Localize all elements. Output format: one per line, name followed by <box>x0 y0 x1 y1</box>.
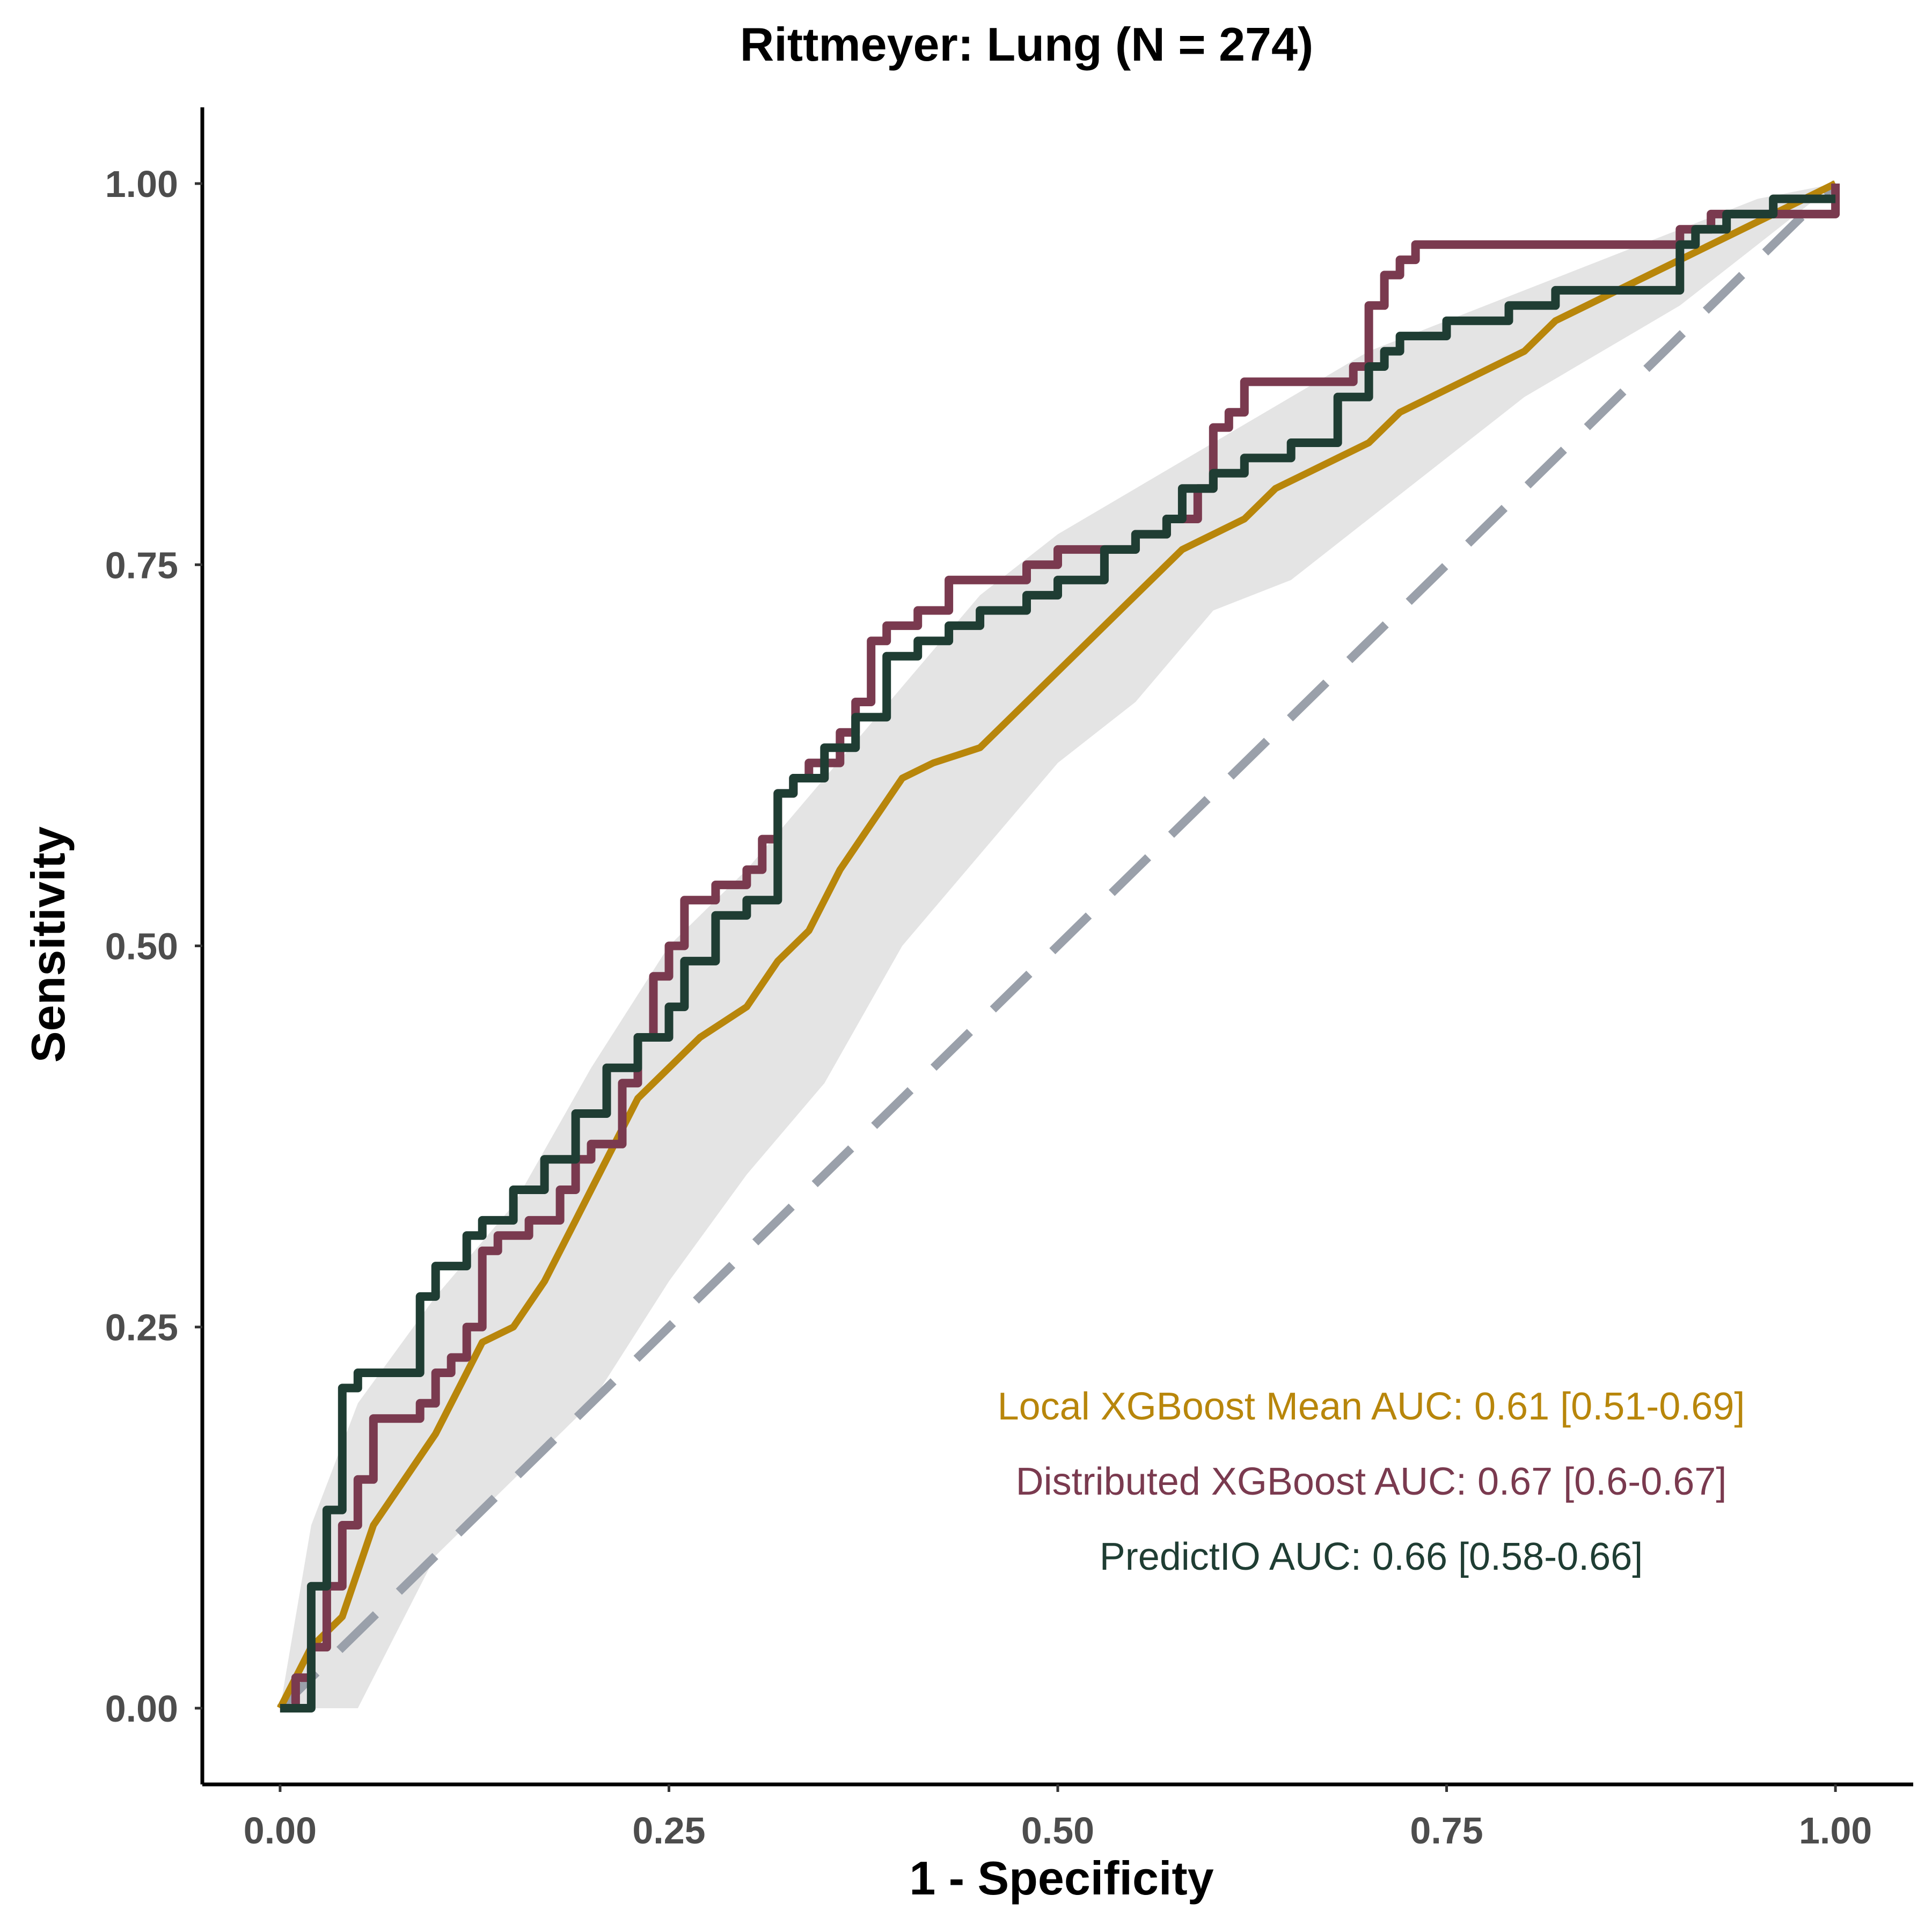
x-tick-label: 0.75 <box>1410 1810 1483 1851</box>
y-tick-label: 1.00 <box>105 163 178 205</box>
x-tick-label: 1.00 <box>1799 1810 1872 1851</box>
legend-entry-local-xgboost: Local XGBoost Mean AUC: 0.61 [0.51-0.69] <box>998 1385 1745 1428</box>
x-ticks: 0.00 0.25 0.50 0.75 1.00 <box>244 1784 1872 1851</box>
x-tick-label: 0.25 <box>632 1810 705 1851</box>
legend-entry-predictio: PredictIO AUC: 0.66 [0.58-0.66] <box>1100 1535 1643 1578</box>
predictio-curve <box>280 194 1836 1713</box>
y-tick-label: 0.50 <box>105 926 178 968</box>
legend-entry-distributed-xgboost: Distributed XGBoost AUC: 0.67 [0.6-0.67] <box>1016 1460 1727 1503</box>
y-ticks: 0.00 0.25 0.50 0.75 1.00 <box>105 163 202 1730</box>
roc-curves-layer <box>277 180 1840 1713</box>
reference-line-layer <box>277 180 1839 1711</box>
legend: Local XGBoost Mean AUC: 0.61 [0.51-0.69]… <box>998 1385 1745 1578</box>
x-tick-label: 0.00 <box>244 1810 317 1851</box>
x-tick-label: 0.50 <box>1021 1810 1094 1851</box>
y-tick-label: 0.25 <box>105 1307 178 1349</box>
local-xgboost-curve <box>277 180 1837 1710</box>
y-tick-label: 0.75 <box>105 544 178 586</box>
chart-title: Rittmeyer: Lung (N = 274) <box>740 18 1313 71</box>
x-axis-title: 1 - Specificity <box>909 1851 1213 1905</box>
chance-diagonal-line <box>277 180 1839 1711</box>
y-axis-title: Sensitivity <box>21 826 75 1063</box>
y-tick-label: 0.00 <box>105 1688 178 1730</box>
